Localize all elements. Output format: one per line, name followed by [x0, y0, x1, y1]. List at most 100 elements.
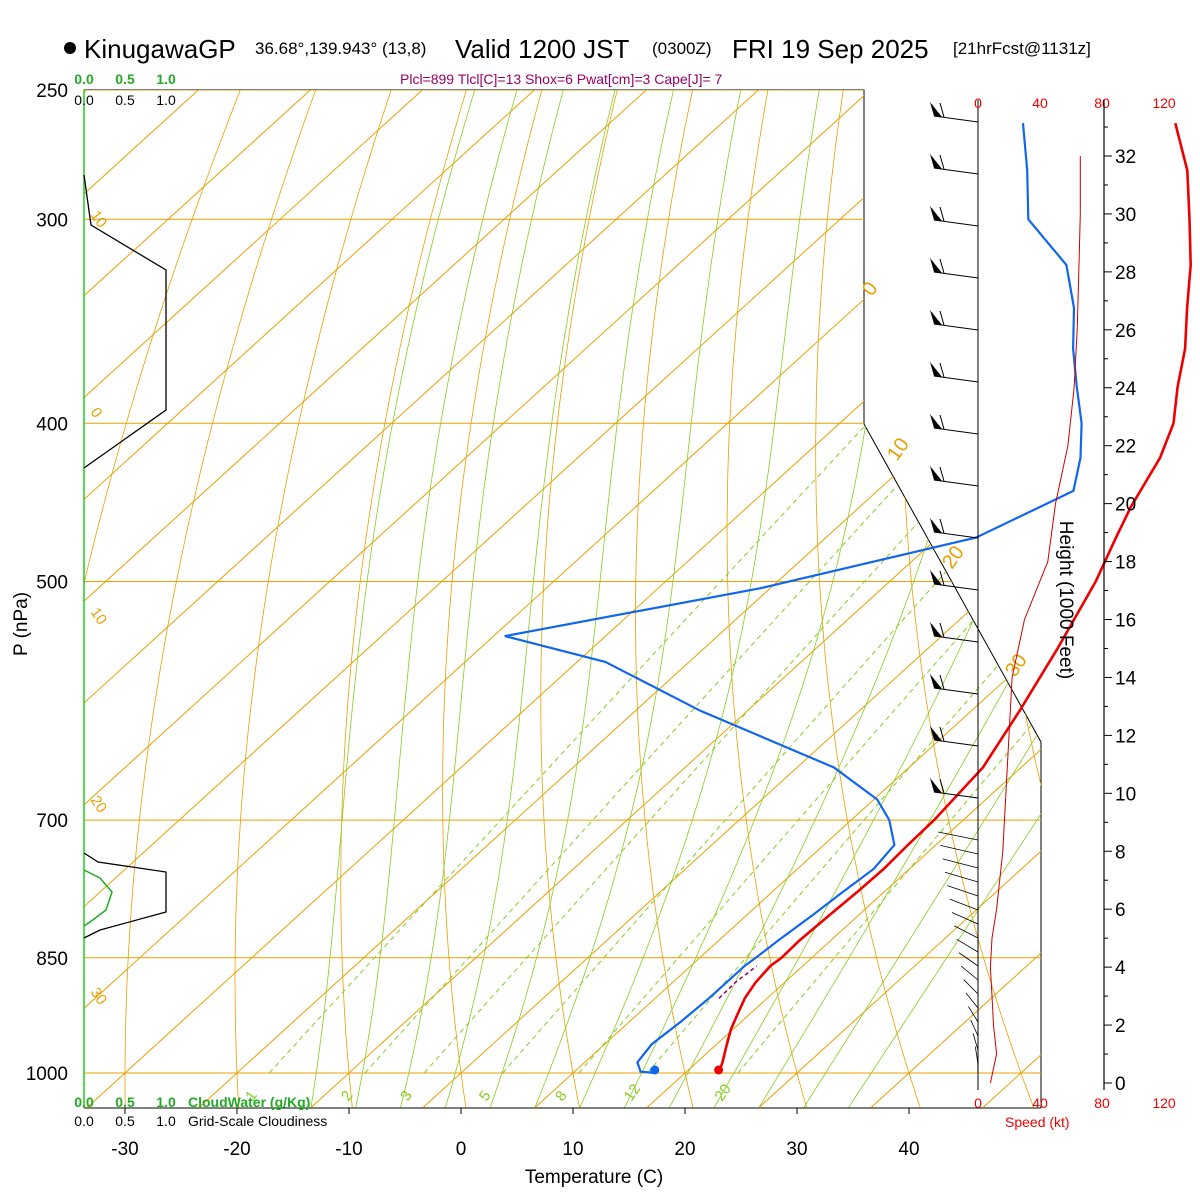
wind-barb-tick [939, 310, 945, 326]
pressure-tick-label: 400 [36, 414, 68, 435]
mixing-ratio-line [364, 422, 955, 1074]
isotherm-line [84, 90, 791, 1108]
surface-temperature-point [714, 1065, 724, 1075]
pressure-tick-label: 1000 [26, 1064, 68, 1085]
isotherm-line [534, 90, 1041, 1108]
wind-barb [942, 858, 979, 869]
moist-adiabat-line [355, 90, 526, 1108]
profiles [504, 122, 1193, 1075]
wind-barb-flag [930, 466, 942, 481]
isotherm-line [84, 90, 231, 1108]
dewpoint-profile-line [504, 123, 1083, 1075]
moist-adiabat-line [444, 90, 623, 1108]
pressure-tick-label: 250 [36, 81, 68, 102]
dry-adiabat-line [540, 90, 625, 1108]
wind-barb [965, 992, 979, 1009]
wind-barb [940, 845, 979, 855]
wind-barb-flag [930, 258, 942, 273]
dry-adiabat-line [84, 90, 253, 1108]
isotherm-label-left: 10 [87, 208, 110, 231]
moist-adiabat-line [713, 90, 1041, 1108]
mixing-ratio-label: 12 [621, 1081, 644, 1104]
wind-barb [937, 831, 979, 841]
isotherm-label-left: 10 [87, 605, 110, 628]
isotherm-label-right: 0 [858, 278, 882, 300]
wind-barb [944, 871, 979, 883]
cloudiness-legend: Grid-Scale Cloudiness [188, 1113, 327, 1129]
height-tick-label: 18 [1115, 553, 1136, 574]
isotherm-line [870, 90, 1041, 1108]
isotherm-line [646, 90, 1041, 1108]
moist-adiabat-line [848, 90, 1041, 1108]
cloudiness-scale-top: 0.5 [115, 92, 135, 108]
wind-barb-flag [930, 622, 942, 637]
height-axis-title: Height (1000 Feet) [1055, 521, 1076, 679]
wind-barb [933, 687, 979, 695]
temp-tick-label: 0 [456, 1139, 467, 1160]
dry-adiabat-line [124, 90, 327, 1108]
cloudwater-scale-top: 0.5 [115, 71, 135, 87]
cloudiness-scale-top: 1.0 [156, 92, 176, 108]
parcel-lcl-line [718, 965, 758, 999]
wind-barb-flag [930, 362, 942, 377]
moist-adiabat-line [534, 90, 748, 1108]
cloudiness-scale-bottom: 1.0 [156, 1113, 176, 1129]
cloudwater-scale-top: 0.0 [74, 71, 94, 87]
moist-adiabat-line [400, 90, 572, 1108]
height-tick-label: 26 [1115, 321, 1136, 342]
skewt-grid [84, 90, 1041, 1108]
mixing-ratio-label: 3 [397, 1088, 416, 1105]
speed-tick-bottom: 0 [974, 1095, 982, 1111]
isotherm-line [758, 90, 1041, 1108]
wind-barb [933, 219, 979, 227]
speed-tick-bottom: 120 [1152, 1095, 1176, 1111]
wind-barb-flag [930, 726, 942, 741]
wind-barb [933, 167, 979, 175]
isotherm-line [422, 90, 1041, 1108]
wind-barb-tick [939, 674, 945, 690]
wind-barb [954, 925, 979, 939]
dry-adiabat-line [442, 90, 551, 1108]
mixing-ratio-line [268, 422, 868, 1074]
speed-tick-bottom: 80 [1094, 1095, 1110, 1111]
wind-barb-flag [930, 518, 942, 533]
cloudwater-scale-top: 1.0 [156, 71, 176, 87]
height-tick-label: 28 [1115, 263, 1136, 284]
dry-adiabat-line [234, 90, 402, 1108]
height-tick-label: 6 [1115, 900, 1126, 921]
cloud-panel: 0.0 0.0 0.0 0.0 0.5 0.5 0.5 0.5 1.0 1.0 1.0 1.0 [74, 71, 176, 1129]
isotherm-label-right: 20 [938, 542, 969, 573]
height-tick-label: 32 [1115, 147, 1136, 168]
speed-tick-bottom: 40 [1032, 1095, 1048, 1111]
height-tick-label: 16 [1115, 611, 1136, 632]
cloudiness-scale-bottom: 0.5 [115, 1113, 135, 1129]
cloudiness-scale-top: 0.0 [74, 92, 94, 108]
wind-barb [933, 375, 979, 383]
station-marker-icon [64, 42, 76, 54]
pressure-tick-label: 300 [36, 210, 68, 231]
wind-barb [958, 952, 979, 967]
temp-tick-label: -10 [335, 1139, 362, 1160]
wind-barb-tick [939, 102, 945, 118]
wind-barb [951, 912, 979, 925]
dry-adiabat-line [635, 90, 700, 1108]
wind-barb [970, 1019, 979, 1037]
mixing-ratio-line [737, 422, 1041, 1074]
wind-barb-flag [930, 206, 942, 221]
forecast-info: [21hrFcst@1131z] [953, 39, 1091, 58]
cloudwater-legend: CloudWater (g/Kg) [188, 1094, 310, 1110]
speed-tick-top: 80 [1094, 95, 1110, 111]
wind-barb [933, 323, 979, 331]
isotherm-line [84, 90, 1015, 1108]
temp-tick-label: 30 [786, 1139, 807, 1160]
wind-barb [933, 583, 979, 591]
height-tick-label: 4 [1115, 958, 1126, 979]
temp-tick-label: 40 [898, 1139, 919, 1160]
wind-barb-tick [939, 414, 945, 430]
upper-cloudiness-outline [83, 174, 167, 469]
mixing-ratio-label: 2 [338, 1088, 357, 1105]
cloudwater-scale-bottom: 0.5 [115, 1094, 135, 1110]
wind-barb-tick [939, 466, 945, 482]
pressure-tick-label: 850 [36, 949, 68, 970]
